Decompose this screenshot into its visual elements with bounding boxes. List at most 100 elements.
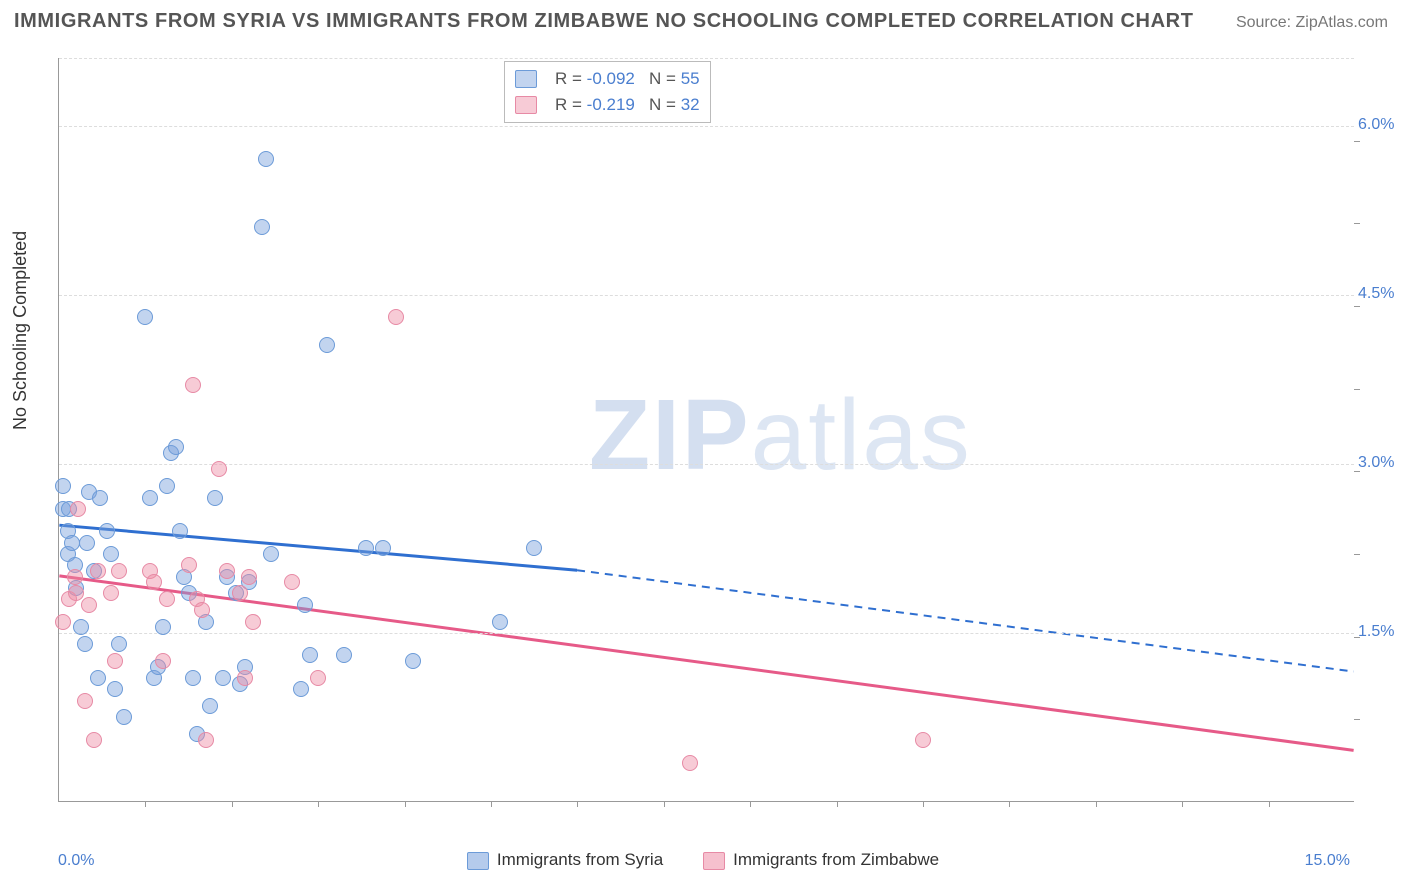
legend-label: Immigrants from Zimbabwe <box>733 850 939 869</box>
data-point-zimbabwe <box>388 309 404 325</box>
data-point-syria <box>55 478 71 494</box>
x-tick <box>664 801 665 807</box>
x-tick <box>318 801 319 807</box>
data-point-syria <box>375 540 391 556</box>
data-point-zimbabwe <box>915 732 931 748</box>
data-point-zimbabwe <box>237 670 253 686</box>
legend-item: Immigrants from Zimbabwe <box>703 850 939 870</box>
regression-line-zimbabwe <box>59 576 1353 750</box>
data-point-zimbabwe <box>310 670 326 686</box>
y-tick-label: 6.0% <box>1358 116 1406 134</box>
data-point-syria <box>155 619 171 635</box>
data-point-zimbabwe <box>241 569 257 585</box>
y-tick-label: 4.5% <box>1358 285 1406 303</box>
data-point-syria <box>90 670 106 686</box>
data-point-zimbabwe <box>55 614 71 630</box>
y-tick <box>1354 389 1360 390</box>
data-point-syria <box>492 614 508 630</box>
x-tick <box>837 801 838 807</box>
y-tick <box>1354 637 1360 638</box>
legend-swatch <box>467 852 489 870</box>
data-point-syria <box>263 546 279 562</box>
data-point-syria <box>99 523 115 539</box>
data-point-zimbabwe <box>198 732 214 748</box>
chart-root: IMMIGRANTS FROM SYRIA VS IMMIGRANTS FROM… <box>0 0 1406 892</box>
regression-lines <box>59 58 1354 801</box>
legend-item: Immigrants from Syria <box>467 850 663 870</box>
data-point-syria <box>207 490 223 506</box>
x-tick <box>232 801 233 807</box>
data-point-syria <box>92 490 108 506</box>
data-point-zimbabwe <box>284 574 300 590</box>
data-point-zimbabwe <box>682 755 698 771</box>
y-tick <box>1354 306 1360 307</box>
data-point-zimbabwe <box>155 653 171 669</box>
y-tick <box>1354 141 1360 142</box>
y-tick <box>1354 554 1360 555</box>
x-tick <box>577 801 578 807</box>
data-point-zimbabwe <box>181 557 197 573</box>
chart-title: IMMIGRANTS FROM SYRIA VS IMMIGRANTS FROM… <box>14 10 1194 33</box>
x-tick <box>1009 801 1010 807</box>
data-point-zimbabwe <box>77 693 93 709</box>
data-point-syria <box>215 670 231 686</box>
y-axis-label: No Schooling Completed <box>10 231 31 430</box>
data-point-syria <box>297 597 313 613</box>
stat-row-syria: R = -0.092 N = 55 <box>515 66 700 92</box>
stat-text-syria: R = -0.092 N = 55 <box>555 66 700 92</box>
data-point-syria <box>526 540 542 556</box>
data-point-syria <box>336 647 352 663</box>
y-tick <box>1354 471 1360 472</box>
stat-legend: R = -0.092 N = 55R = -0.219 N = 32 <box>504 61 711 123</box>
plot-area: ZIPatlas R = -0.092 N = 55R = -0.219 N =… <box>58 58 1354 802</box>
data-point-zimbabwe <box>81 597 97 613</box>
watermark: ZIPatlas <box>589 378 972 493</box>
x-tick <box>923 801 924 807</box>
data-point-syria <box>73 619 89 635</box>
data-point-zimbabwe <box>146 574 162 590</box>
data-point-syria <box>77 636 93 652</box>
x-tick <box>491 801 492 807</box>
gridline <box>59 464 1354 465</box>
data-point-zimbabwe <box>70 501 86 517</box>
data-point-syria <box>137 309 153 325</box>
stat-text-zimbabwe: R = -0.219 N = 32 <box>555 92 700 118</box>
data-point-syria <box>254 219 270 235</box>
legend-label: Immigrants from Syria <box>497 850 663 869</box>
data-point-syria <box>168 439 184 455</box>
stat-row-zimbabwe: R = -0.219 N = 32 <box>515 92 700 118</box>
y-tick-label: 1.5% <box>1358 623 1406 641</box>
data-point-zimbabwe <box>211 461 227 477</box>
data-point-zimbabwe <box>194 602 210 618</box>
y-tick-label: 3.0% <box>1358 454 1406 472</box>
data-point-syria <box>358 540 374 556</box>
data-point-syria <box>159 478 175 494</box>
gridline <box>59 58 1354 59</box>
data-point-syria <box>319 337 335 353</box>
data-point-syria <box>258 151 274 167</box>
data-point-syria <box>405 653 421 669</box>
regression-line-syria <box>59 525 577 570</box>
data-point-zimbabwe <box>90 563 106 579</box>
data-point-syria <box>293 681 309 697</box>
gridline <box>59 633 1354 634</box>
data-point-syria <box>103 546 119 562</box>
data-point-syria <box>116 709 132 725</box>
data-point-syria <box>202 698 218 714</box>
y-tick <box>1354 223 1360 224</box>
x-tick <box>1182 801 1183 807</box>
x-tick <box>145 801 146 807</box>
data-point-syria <box>111 636 127 652</box>
data-point-zimbabwe <box>103 585 119 601</box>
gridline <box>59 126 1354 127</box>
data-point-syria <box>302 647 318 663</box>
regression-line-dashed-syria <box>577 570 1354 671</box>
data-point-zimbabwe <box>159 591 175 607</box>
data-point-zimbabwe <box>86 732 102 748</box>
data-point-zimbabwe <box>232 585 248 601</box>
legend-swatch <box>703 852 725 870</box>
data-point-syria <box>79 535 95 551</box>
data-point-syria <box>142 490 158 506</box>
data-point-zimbabwe <box>67 569 83 585</box>
series-legend: Immigrants from Syria Immigrants from Zim… <box>0 850 1406 870</box>
